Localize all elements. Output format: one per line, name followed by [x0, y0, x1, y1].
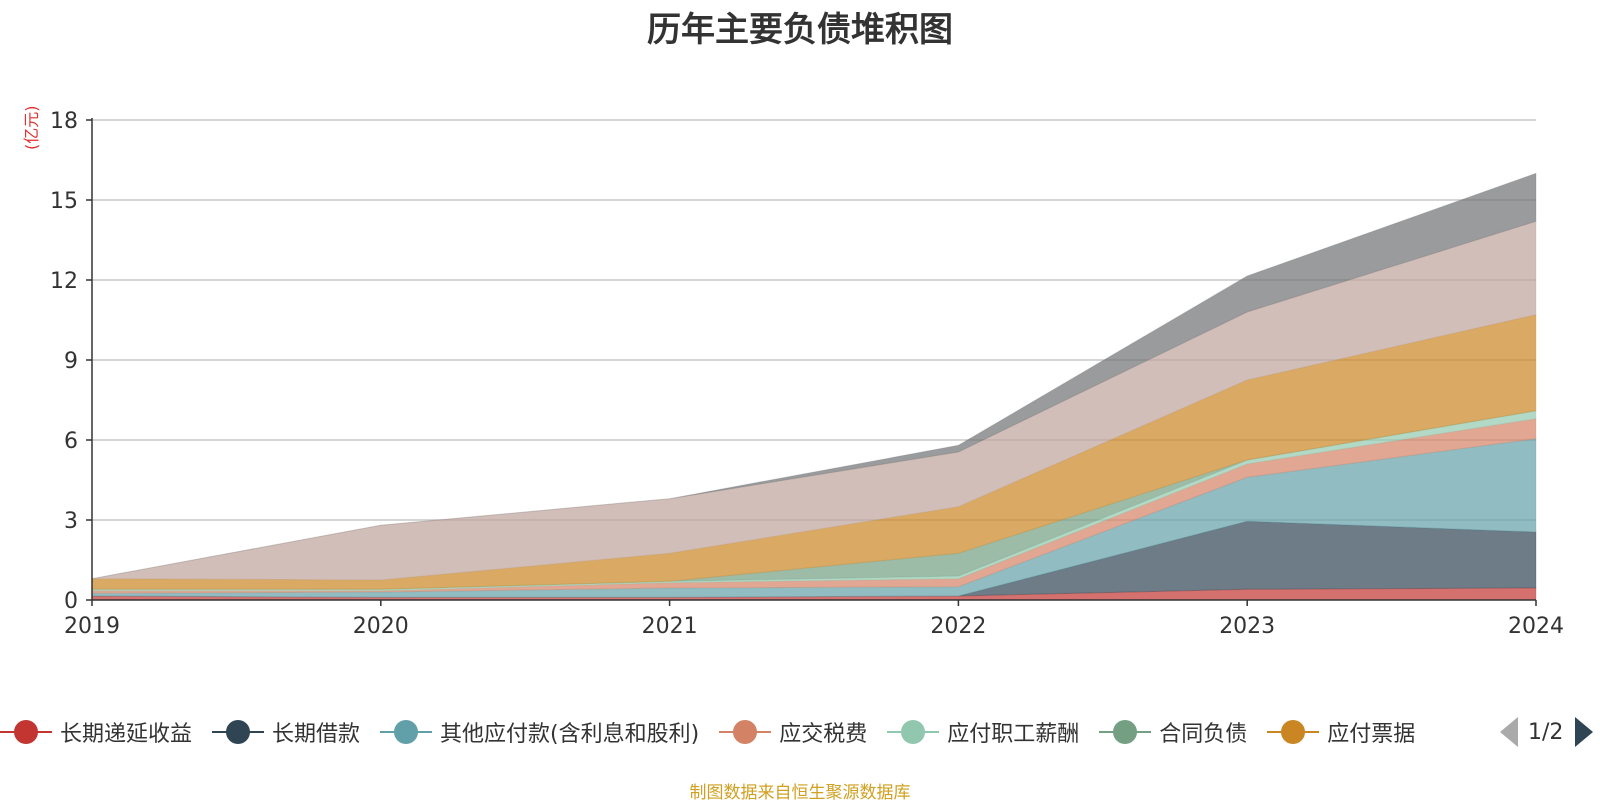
stacked-area-chart: 0 3 6 9 12 15 18 2019 2020 2021 2022 2023 2024: [50, 109, 1564, 639]
legend-swatch-icon: [380, 720, 433, 744]
y-tick-label: 18: [50, 109, 78, 134]
axes: 0 3 6 9 12 15 18 2019 2020 2021 2022 2023 2024: [50, 109, 1564, 639]
legend-swatch-icon: [212, 720, 265, 744]
legend-label: 长期递延收益: [60, 722, 193, 747]
legend-swatch-icon: [1099, 720, 1152, 744]
legend-swatch-icon: [1267, 720, 1320, 744]
x-tick-label: 2020: [353, 614, 409, 639]
legend-next-page-icon[interactable]: [1575, 717, 1594, 747]
area-series: [91, 172, 1537, 601]
y-tick-label: 6: [64, 429, 78, 454]
legend-item[interactable]: 长期借款: [212, 716, 360, 748]
legend: 长期递延收益 长期借款 其他应付款(含利息和股利) 应交税费 应付职工薪酬 合同负债 应付票…: [0, 712, 1600, 752]
y-tick-label: 3: [64, 509, 78, 534]
y-tick-label: 9: [64, 349, 78, 374]
legend-label: 应付票据: [1327, 722, 1416, 747]
legend-label: 合同负债: [1159, 722, 1248, 747]
chart-title: 历年主要负债堆积图: [647, 10, 953, 50]
legend-swatch-icon: [887, 720, 940, 744]
legend-label: 应交税费: [779, 722, 868, 747]
legend-label: 应付职工薪酬: [947, 722, 1080, 747]
x-tick-label: 2021: [642, 614, 698, 639]
y-tick-label: 0: [64, 589, 78, 614]
x-tick-label: 2022: [930, 614, 986, 639]
y-tick-label: 12: [50, 269, 78, 294]
legend-label: 其他应付款(含利息和股利): [440, 722, 700, 747]
legend-page-indicator: 1/2: [1528, 719, 1564, 745]
legend-item[interactable]: 合同负债: [1099, 716, 1247, 748]
legend-swatch-icon: [0, 720, 52, 744]
grid-lines: [92, 119, 1536, 521]
y-axis-unit-label: (亿元): [22, 105, 41, 151]
legend-item[interactable]: 长期递延收益: [0, 716, 192, 748]
legend-item[interactable]: 应交税费: [719, 716, 867, 748]
legend-label: 长期借款: [272, 722, 361, 747]
y-tick-label: 15: [50, 189, 78, 214]
legend-item[interactable]: 应付票据: [1267, 716, 1415, 748]
source-note: 制图数据来自恒生聚源数据库: [689, 783, 911, 803]
area-series-8: [91, 172, 1537, 580]
legend-item[interactable]: 其他应付款(含利息和股利): [380, 716, 699, 748]
legend-item[interactable]: 应付职工薪酬: [887, 716, 1079, 748]
x-tick-label: 2024: [1508, 614, 1564, 639]
legend-pager: 1/2: [1500, 712, 1594, 752]
legend-swatch-icon: [719, 720, 772, 744]
area-series-7: [91, 220, 1537, 581]
legend-viewport: 长期递延收益 长期借款 其他应付款(含利息和股利) 应交税费 应付职工薪酬 合同负债 应付票…: [0, 712, 1480, 752]
x-tick-label: 2019: [64, 614, 120, 639]
legend-track: 长期递延收益 长期借款 其他应付款(含利息和股利) 应交税费 应付职工薪酬 合同负债 应付票…: [0, 712, 1480, 752]
x-tick-label: 2023: [1219, 614, 1275, 639]
legend-prev-page-icon[interactable]: [1500, 717, 1518, 747]
